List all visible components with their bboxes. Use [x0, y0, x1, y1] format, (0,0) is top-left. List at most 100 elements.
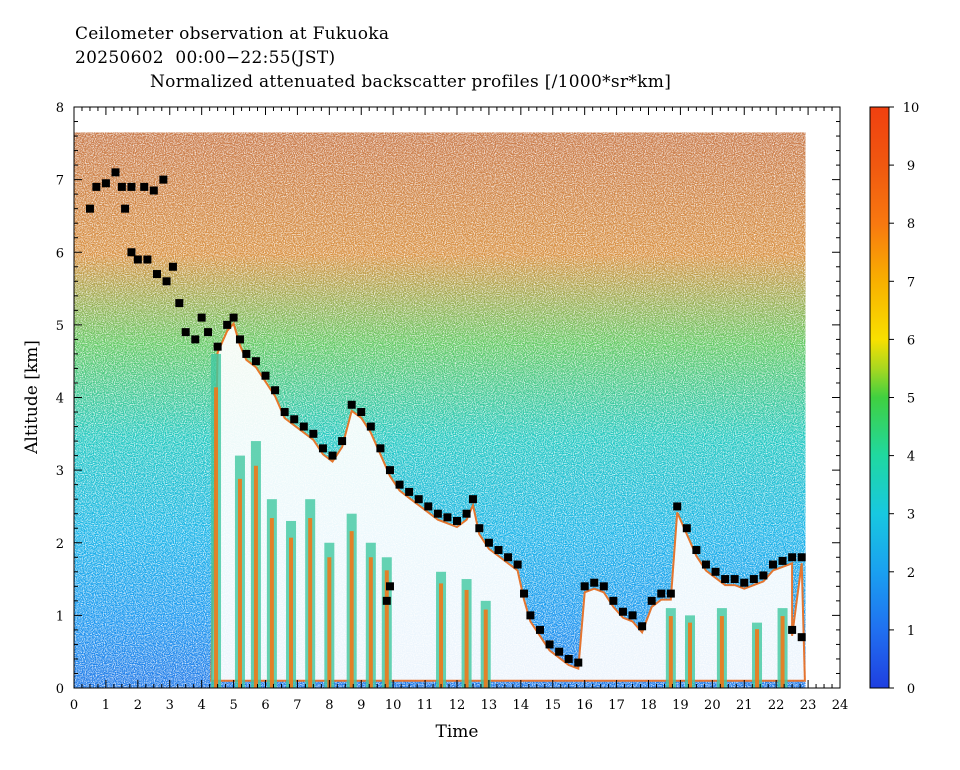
cloud-base-point-63	[590, 578, 599, 587]
x-tick-label-3: 3	[166, 698, 174, 713]
streak-core-12	[483, 609, 488, 688]
cloud-base-point-9	[159, 175, 168, 184]
cloud-base-point-86	[788, 625, 797, 634]
y-tick-label-6: 6	[56, 246, 64, 261]
x-tick-label-21: 21	[736, 698, 753, 713]
cloud-base-point-20	[204, 328, 213, 337]
cloud-base-point-74	[692, 546, 701, 555]
streak-core-14	[687, 622, 692, 688]
cloud-base-point-16	[175, 299, 184, 308]
cloud-base-point-17	[181, 328, 190, 337]
cloud-base-point-56	[526, 611, 535, 620]
cloud-base-point-57	[535, 625, 544, 634]
cloud-base-point-71	[666, 589, 675, 598]
cloud-base-point-54	[513, 560, 522, 569]
cloud-base-point-30	[290, 415, 299, 424]
x-tick-label-6: 6	[261, 698, 269, 713]
cloud-base-point-37	[357, 408, 366, 417]
cloud-base-point-55	[520, 589, 529, 598]
cloud-base-point-82	[768, 560, 777, 569]
cloud-base-point-43	[414, 495, 423, 504]
chart-title-line-3: Normalized attenuated backscatter profil…	[150, 72, 672, 92]
cloud-base-point-50	[475, 524, 484, 533]
y-tick-label-7: 7	[56, 174, 64, 189]
cloud-base-point-53	[504, 553, 513, 562]
cloud-base-point-39	[376, 444, 385, 453]
cloud-base-point-85	[797, 553, 806, 562]
cloud-base-point-36	[347, 400, 356, 409]
cloud-base-point-65	[609, 596, 618, 605]
cloud-base-point-49	[468, 495, 477, 504]
x-tick-label-16: 16	[576, 698, 593, 713]
cloud-base-point-29	[280, 408, 289, 417]
cloud-base-point-73	[682, 524, 691, 533]
backscatter-field	[74, 132, 806, 688]
colorbar-tick-label-1: 1	[907, 624, 915, 639]
colorbar-tick-label-7: 7	[907, 275, 915, 290]
streak-core-8	[368, 557, 373, 688]
cloud-base-point-28	[271, 386, 280, 395]
cloud-base-point-48	[462, 509, 471, 518]
streak-core-17	[780, 616, 785, 688]
cloud-base-point-69	[647, 596, 656, 605]
cloud-base-point-79	[740, 578, 749, 587]
cloud-base-point-78	[730, 575, 739, 584]
colorbar-tick-label-8: 8	[907, 217, 915, 232]
cloud-base-point-40	[385, 466, 394, 475]
streak-core-11	[464, 589, 469, 688]
x-tick-label-5: 5	[229, 698, 237, 713]
streak-core-2	[253, 465, 258, 688]
streak-core-1	[237, 478, 242, 688]
x-tick-label-1: 1	[102, 698, 110, 713]
streak-core-4	[289, 537, 294, 688]
x-tick-label-19: 19	[672, 698, 689, 713]
cloud-base-point-58	[545, 640, 554, 649]
y-tick-label-3: 3	[56, 464, 64, 479]
cloud-base-point-44	[424, 502, 433, 511]
cloud-base-point-14	[162, 277, 171, 286]
cloud-base-point-45	[433, 509, 442, 518]
cloud-base-point-8	[149, 186, 158, 195]
chart-title-line-1: Ceilometer observation at Fukuoka	[75, 24, 390, 44]
x-tick-label-18: 18	[640, 698, 657, 713]
cloud-base-point-38	[366, 422, 375, 431]
streak-core-16	[755, 629, 760, 688]
cloud-base-point-52	[494, 546, 503, 555]
colorbar-tick-label-6: 6	[907, 333, 915, 348]
colorbar: 0 1 2 3 4 5 6 7 8 9 10	[869, 101, 919, 697]
cloud-base-point-26	[251, 357, 260, 366]
cloud-base-point-3	[111, 168, 120, 177]
cloud-base-point-27	[261, 371, 270, 380]
x-tick-label-13: 13	[481, 698, 498, 713]
cloud-base-point-21	[213, 342, 222, 351]
cloud-base-point-64	[599, 582, 608, 591]
x-tick-label-4: 4	[198, 698, 206, 713]
streak-core-0	[214, 387, 219, 688]
cloud-base-point-0	[85, 204, 94, 213]
cloud-base-point-12	[143, 255, 152, 264]
cloud-base-point-89	[385, 582, 394, 591]
x-tick-label-24: 24	[832, 698, 849, 713]
cloud-base-point-68	[638, 622, 647, 631]
cloud-base-point-51	[484, 538, 493, 547]
cloud-base-point-67	[628, 611, 637, 620]
cloud-base-point-88	[382, 596, 391, 605]
cloud-base-point-46	[443, 513, 452, 522]
colorbar-tick-label-3: 3	[907, 508, 915, 523]
cloud-base-point-5	[121, 204, 130, 213]
cloud-base-marks	[85, 168, 806, 667]
cloud-base-point-83	[778, 556, 787, 565]
cloud-base-point-15	[168, 262, 177, 271]
y-axis-label: Altitude [km]	[22, 340, 42, 455]
cloud-base-point-81	[759, 571, 768, 580]
cloud-base-point-33	[318, 444, 327, 453]
y-tick-label-5: 5	[56, 319, 64, 334]
x-tick-label-8: 8	[325, 698, 333, 713]
colorbar-scale	[869, 106, 890, 689]
plot-axes: 0 1 2 3 4 5 6 7 8 9 10 11 12 13 14 15 16 17 18 19 20 21 22 23 24…	[56, 101, 849, 713]
cloud-base-point-75	[701, 560, 710, 569]
cloud-base-point-60	[564, 654, 573, 663]
y-tick-label-2: 2	[56, 537, 64, 552]
cloud-base-point-24	[235, 335, 244, 344]
x-tick-label-10: 10	[385, 698, 402, 713]
